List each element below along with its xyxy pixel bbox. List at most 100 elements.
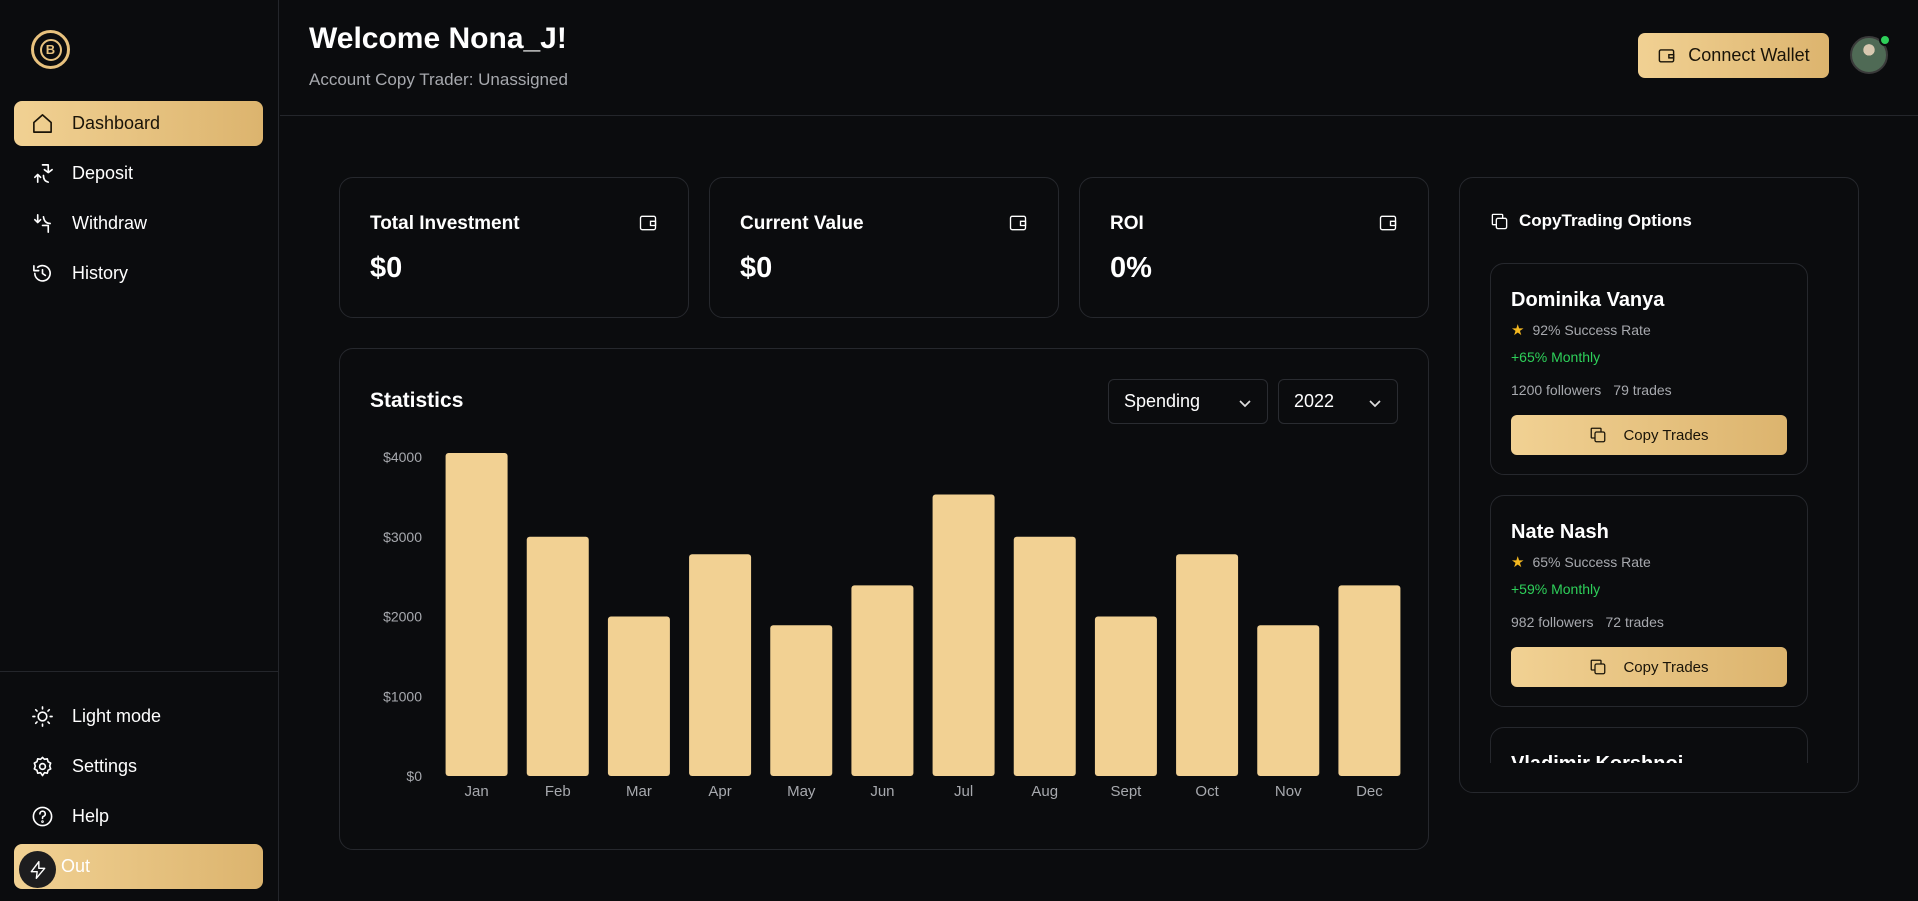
x-tick-label: Aug: [1031, 783, 1058, 800]
y-tick-label: $0: [406, 768, 422, 784]
trader-trades: 79 trades: [1613, 382, 1672, 398]
star-icon: ★: [1511, 554, 1525, 571]
trader-list[interactable]: Dominika Vanya ★ 92% Success Rate +65% M…: [1490, 263, 1810, 763]
star-icon: ★: [1511, 322, 1525, 339]
y-tick-label: $3000: [383, 529, 422, 545]
sidebar-item-logout[interactable]: Out: [14, 844, 263, 889]
stat-value: $0: [740, 252, 773, 284]
sidebar-item-light-mode[interactable]: Light mode: [14, 694, 263, 739]
stat-title: ROI: [1110, 213, 1144, 234]
wallet-icon: [638, 213, 658, 233]
chart-bar[interactable]: [445, 453, 508, 776]
y-tick-label: $1000: [383, 688, 422, 704]
x-tick-label: Mar: [626, 783, 652, 800]
sidebar-item-help[interactable]: Help: [14, 794, 263, 839]
x-tick-label: Sept: [1110, 783, 1142, 800]
copy-trades-label: Copy Trades: [1623, 658, 1709, 676]
chart-bar[interactable]: [1257, 625, 1320, 776]
stat-card-current-value: Current Value $0: [709, 177, 1059, 318]
chart-bar[interactable]: [607, 616, 670, 777]
online-status-dot: [1879, 34, 1891, 46]
sidebar-nav: Dashboard Deposit Withdraw History: [14, 101, 263, 301]
sidebar-bottom-nav: Light mode Settings Help Out: [14, 694, 263, 894]
sidebar-item-withdraw[interactable]: Withdraw: [14, 201, 263, 246]
trader-name: Nate Nash: [1511, 521, 1609, 543]
trader-card: Vladimir Korshnoi: [1490, 727, 1808, 763]
sun-icon: [30, 705, 54, 729]
trader-success-rate-text: 65% Success Rate: [1532, 554, 1651, 570]
chart-bar[interactable]: [1338, 585, 1401, 776]
x-tick-label: Dec: [1356, 783, 1383, 800]
stat-card-roi: ROI 0%: [1079, 177, 1429, 318]
spending-bar-chart: $0 $1000 $2000 $3000 $4000 Jan Feb Mar Apr May Jun…: [383, 449, 1401, 800]
chart-bar[interactable]: [1013, 536, 1076, 776]
y-tick-label: $2000: [383, 609, 422, 625]
copy-trades-button[interactable]: Copy Trades: [1511, 415, 1787, 455]
trader-monthly-return: +59% Monthly: [1511, 581, 1601, 597]
home-icon: [30, 112, 54, 136]
withdraw-icon: [30, 212, 54, 236]
statistics-card: Statistics Spending 2022 $0 $1000 $2000 $30…: [339, 348, 1429, 850]
copytrading-title-label: CopyTrading Options: [1519, 211, 1692, 230]
x-tick-label: Jul: [954, 783, 973, 800]
chart-bar[interactable]: [851, 585, 914, 776]
sidebar-divider: [0, 671, 279, 672]
x-tick-label: Nov: [1275, 783, 1302, 800]
copy-trades-label: Copy Trades: [1623, 426, 1709, 444]
bolt-icon: [19, 851, 56, 888]
chart-bar[interactable]: [689, 554, 752, 776]
sidebar: B Dashboard Deposit Withdraw History: [0, 0, 279, 901]
chevron-down-icon: [1368, 394, 1382, 408]
y-tick-label: $4000: [383, 449, 422, 465]
x-tick-label: Feb: [545, 783, 571, 800]
connect-wallet-label: Connect Wallet: [1688, 45, 1810, 65]
sidebar-item-history[interactable]: History: [14, 251, 263, 296]
chart-bar[interactable]: [526, 536, 589, 776]
top-header: Welcome Nona_J! Account Copy Trader: Una…: [280, 0, 1918, 116]
stat-title: Current Value: [740, 213, 864, 234]
sidebar-item-label: Help: [72, 806, 110, 826]
history-icon: [30, 262, 54, 286]
sidebar-item-label: Out: [61, 856, 91, 876]
chart-bar[interactable]: [770, 625, 833, 776]
chart-bar[interactable]: [932, 494, 995, 776]
year-select[interactable]: 2022: [1278, 379, 1398, 424]
x-tick-label: May: [787, 783, 816, 800]
help-icon: [30, 805, 54, 829]
brand-logo-icon[interactable]: B: [31, 30, 70, 69]
x-tick-label: Jan: [464, 783, 488, 800]
chart-bar[interactable]: [1094, 616, 1157, 777]
copy-trades-button[interactable]: Copy Trades: [1511, 647, 1787, 687]
trader-followers: 982 followers: [1511, 614, 1594, 630]
stat-title: Total Investment: [370, 213, 520, 234]
trader-card: Dominika Vanya ★ 92% Success Rate +65% M…: [1490, 263, 1808, 475]
sidebar-item-label: History: [72, 263, 129, 283]
gear-icon: [30, 755, 54, 779]
stat-value: $0: [370, 252, 403, 284]
trader-success-rate-text: 92% Success Rate: [1532, 322, 1651, 338]
trader-meta: 1200 followers 79 trades: [1511, 382, 1672, 398]
sidebar-item-settings[interactable]: Settings: [14, 744, 263, 789]
spending-select[interactable]: Spending: [1108, 379, 1268, 424]
sidebar-item-dashboard[interactable]: Dashboard: [14, 101, 263, 146]
wallet-icon: [1378, 213, 1398, 233]
sidebar-item-label: Withdraw: [72, 213, 148, 233]
sidebar-item-label: Dashboard: [72, 113, 161, 133]
wallet-icon: [1008, 213, 1028, 233]
x-tick-label: Apr: [708, 783, 731, 800]
sidebar-item-deposit[interactable]: Deposit: [14, 151, 263, 196]
copytrading-title: CopyTrading Options: [1490, 211, 1692, 231]
trader-monthly-return: +65% Monthly: [1511, 349, 1601, 365]
copy-icon: [1491, 213, 1508, 229]
connect-wallet-button[interactable]: Connect Wallet: [1638, 33, 1829, 78]
avatar[interactable]: [1850, 36, 1888, 74]
deposit-icon: [30, 162, 54, 186]
wallet-icon: [1658, 49, 1675, 63]
chart-bar[interactable]: [1176, 554, 1239, 776]
sidebar-item-label: Settings: [72, 756, 138, 776]
trader-success-rate: ★ 92% Success Rate: [1511, 321, 1651, 339]
spending-select-value: Spending: [1124, 391, 1201, 411]
x-tick-label: Oct: [1195, 783, 1219, 800]
trader-followers: 1200 followers: [1511, 382, 1602, 398]
x-tick-label: Jun: [870, 783, 894, 800]
